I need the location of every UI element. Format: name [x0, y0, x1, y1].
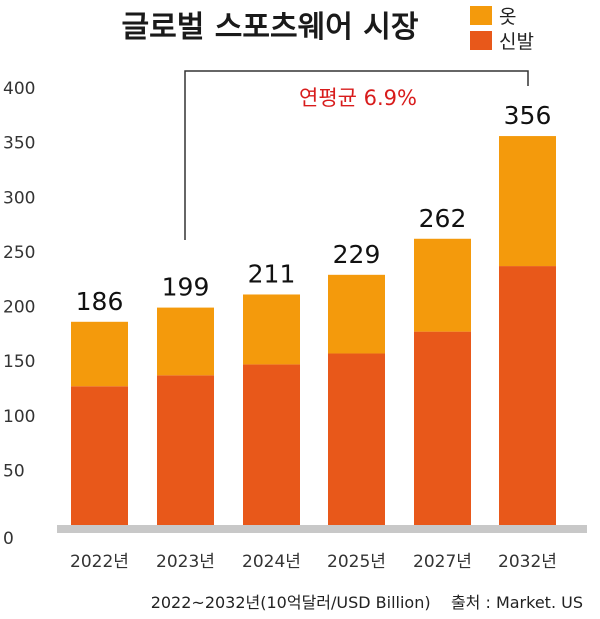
y-tick-label: 150 — [3, 352, 35, 372]
bar-clothes-2027년 — [414, 238, 471, 332]
bar-total-label: 199 — [162, 273, 210, 302]
bar-clothes-2023년 — [157, 307, 214, 376]
x-axis-baseline — [57, 525, 587, 533]
y-tick-label: 250 — [3, 243, 35, 263]
x-tick-label: 2024년 — [242, 552, 301, 572]
x-tick-label: 2032년 — [498, 552, 557, 572]
x-tick-label: 2027년 — [413, 552, 472, 572]
y-tick-label: 50 — [3, 461, 25, 481]
bar-clothes-2025년 — [328, 274, 385, 354]
legend-label-shoes: 신발 — [499, 31, 534, 53]
chart-title: 글로벌 스포츠웨어 시장 — [122, 10, 419, 45]
y-tick-label: 0 — [3, 529, 14, 549]
x-tick-label: 2022년 — [70, 552, 129, 572]
bar-total-label: 262 — [419, 204, 467, 233]
y-tick-label: 400 — [3, 79, 35, 99]
bars: 186 199 211 229 262 356 — [71, 101, 556, 525]
bar-shoes-2032년 — [499, 266, 556, 525]
bar-shoes-2027년 — [414, 331, 471, 525]
bar-clothes-2032년 — [499, 136, 556, 267]
bar-clothes-2022년 — [71, 321, 128, 387]
x-tick-label: 2025년 — [327, 552, 386, 572]
bar-total-label: 356 — [504, 101, 552, 130]
x-axis-ticks: 2022년 2023년 2024년 2025년 2027년 2032년 — [70, 552, 557, 572]
bar-total-label: 186 — [76, 287, 124, 316]
bar-total-label: 229 — [333, 240, 381, 269]
bar-shoes-2024년 — [243, 364, 300, 525]
bar-total-label: 211 — [248, 259, 296, 288]
bar-shoes-2022년 — [71, 386, 128, 525]
bar-clothes-2024년 — [243, 294, 300, 365]
cagr-bracket — [184, 70, 529, 240]
y-tick-label: 350 — [3, 134, 35, 154]
x-tick-label: 2023년 — [156, 552, 215, 572]
y-tick-label: 300 — [3, 188, 35, 208]
cagr-annotation: 연평균 6.9% — [299, 86, 417, 110]
chart-footer: 2022~2032년(10억달러/USD Billion) 출처 : Marke… — [151, 593, 583, 612]
bar-shoes-2023년 — [157, 375, 214, 525]
legend-swatch-clothes — [470, 6, 492, 25]
legend-swatch-shoes — [470, 31, 492, 50]
y-tick-label: 200 — [3, 298, 35, 318]
legend-label-clothes: 옷 — [499, 6, 516, 28]
y-axis-ticks: 0 50 100 150 200 250 300 350 400 — [3, 79, 35, 549]
bar-shoes-2025년 — [328, 353, 385, 525]
y-tick-label: 100 — [3, 407, 35, 427]
